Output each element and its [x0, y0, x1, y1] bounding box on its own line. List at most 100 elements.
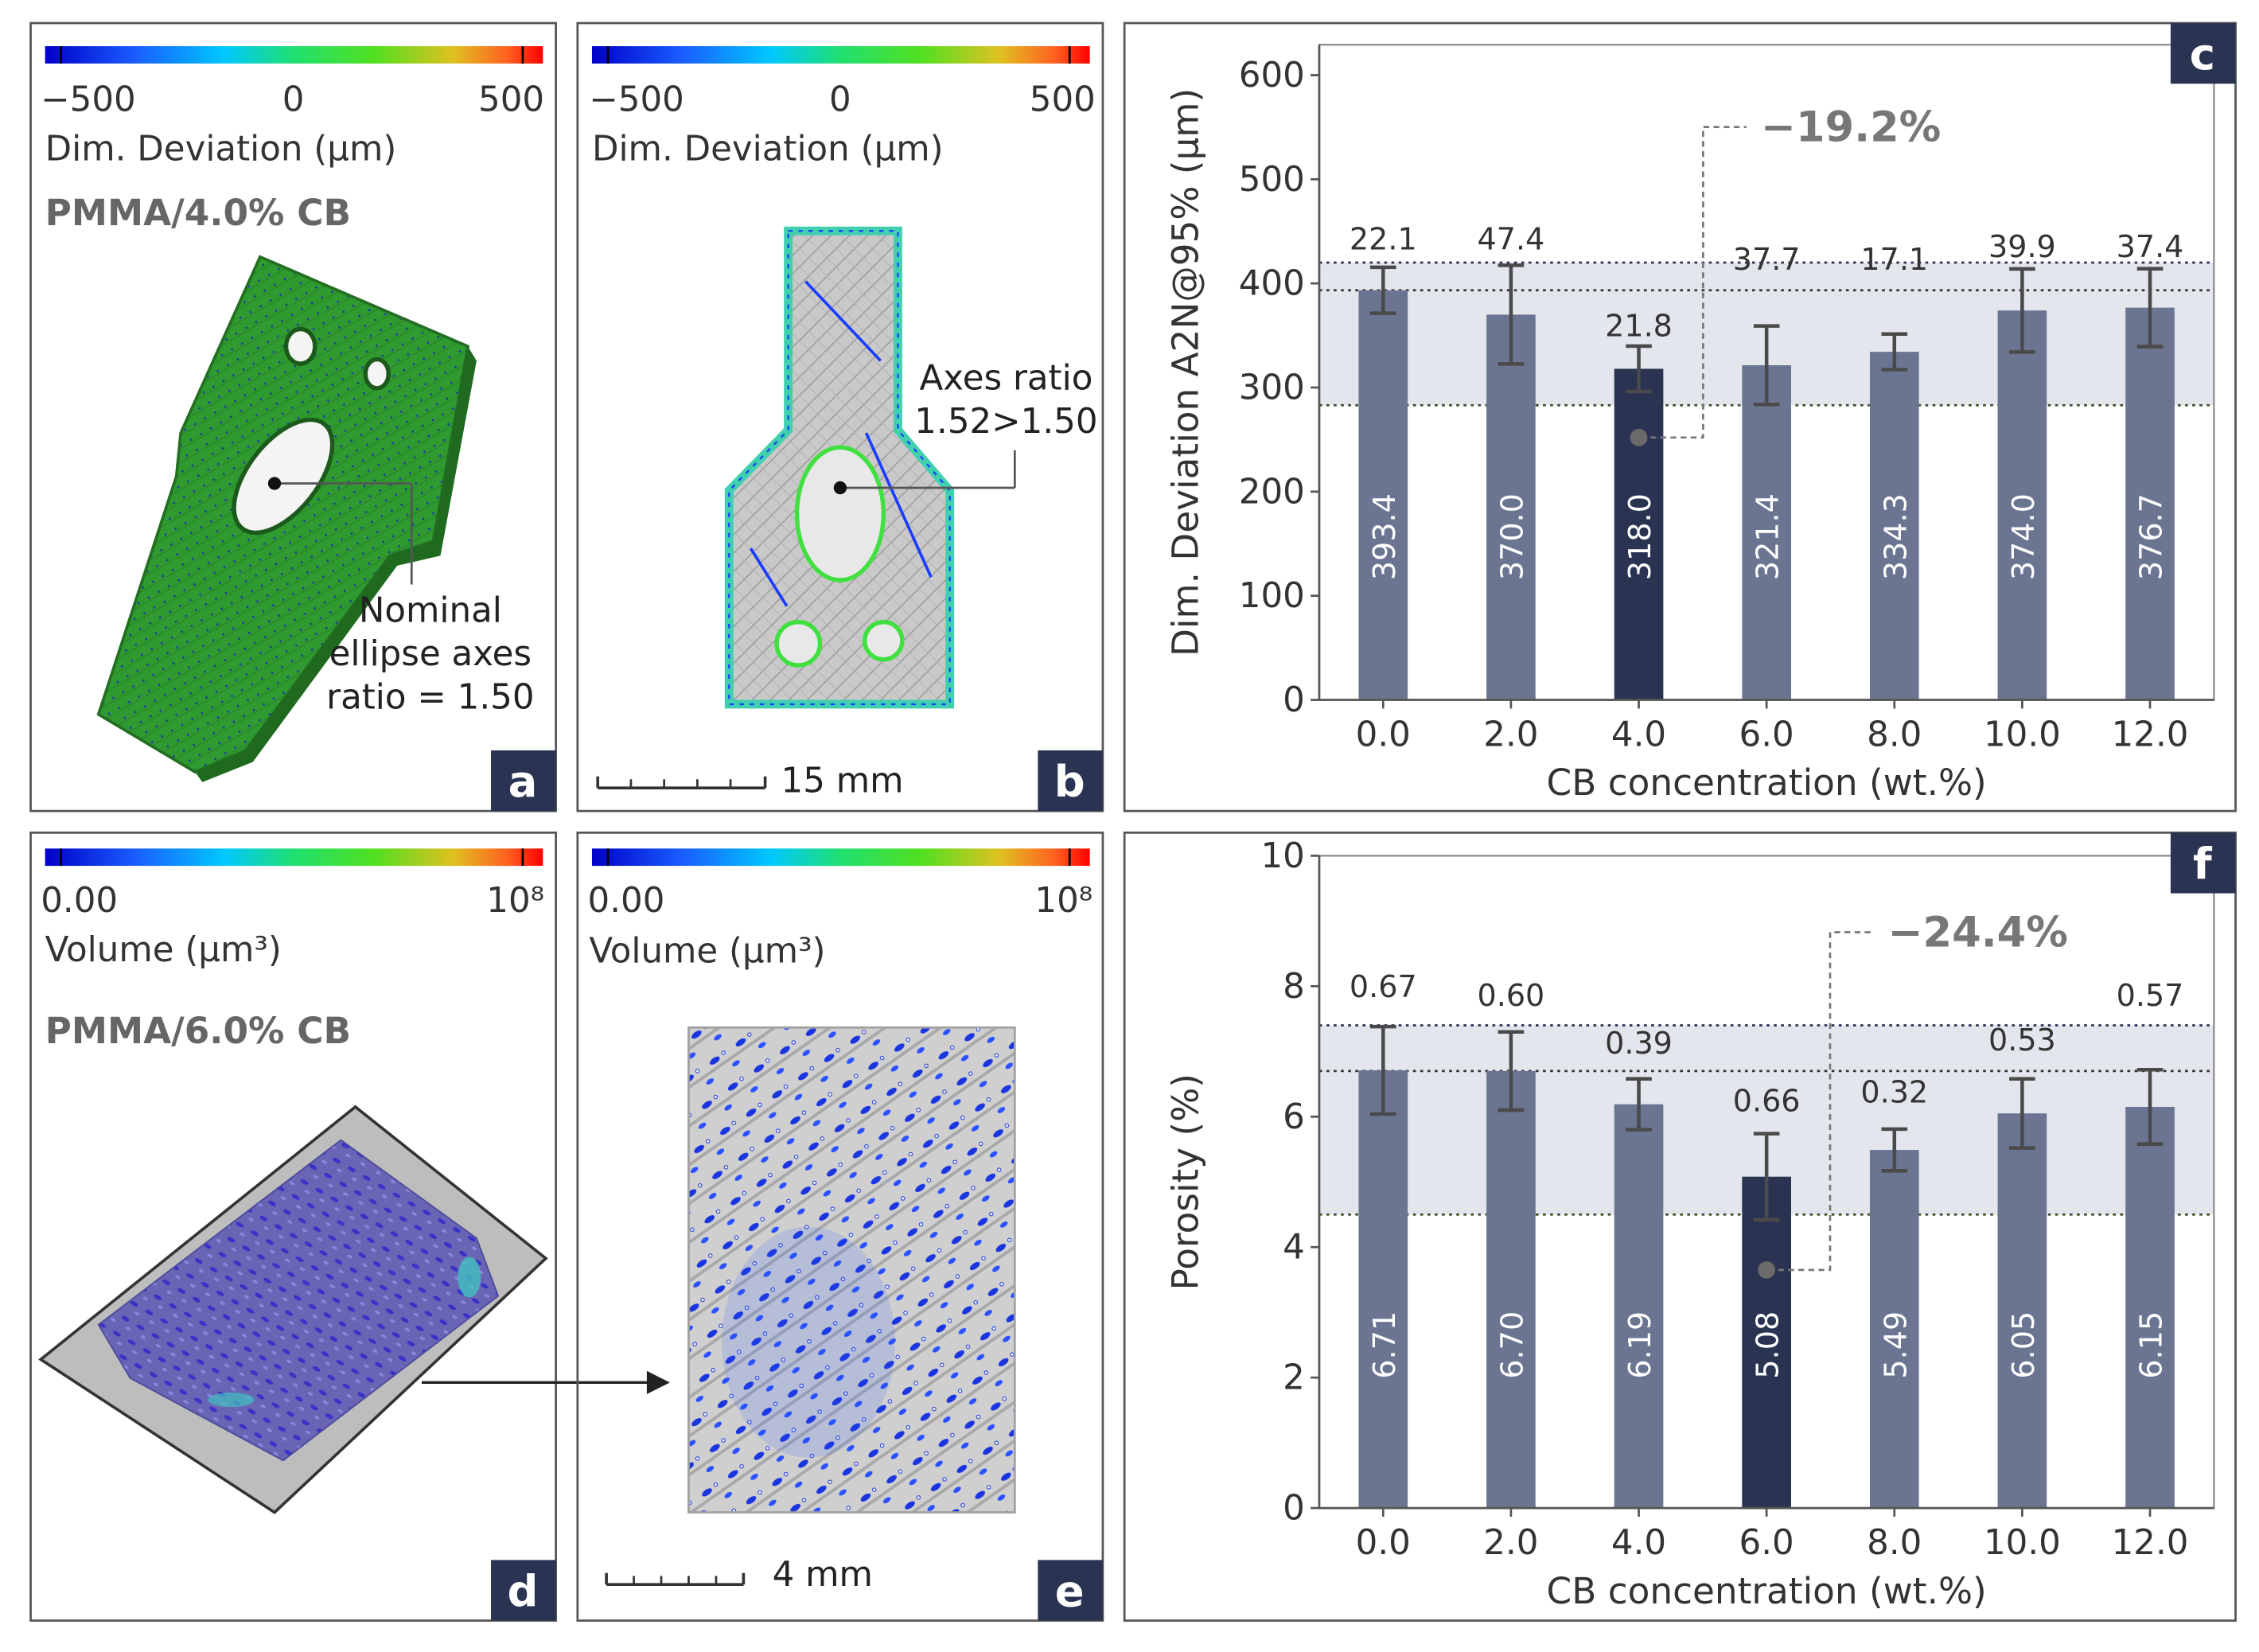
panel-c-bar	[1614, 368, 1664, 700]
panel-e: 0.00 10⁸ Volume (µm³) 4 mm e	[576, 832, 1104, 1622]
panel-f-bar	[1358, 1070, 1408, 1509]
panel-f-bar	[1742, 1176, 1791, 1509]
panel-f-label-box	[2170, 832, 2236, 894]
panel-f-y-tick-label: 6	[1283, 1097, 1305, 1137]
panel-f-x-tick-label: 2.0	[1483, 1523, 1538, 1563]
panel-a-label-box	[491, 750, 556, 812]
panel-c-x-tick-label: 2.0	[1483, 715, 1538, 755]
panel-f-y-tick-label: 10	[1260, 836, 1304, 876]
panel-c-y-axis-title: Dim. Deviation A2N@95% (µm)	[1165, 88, 1207, 657]
panel-e-scale-bar-label: 4 mm	[773, 1555, 873, 1595]
panel-f-x-tick-label: 10.0	[1984, 1523, 2061, 1563]
panel-a-callout-line1: Nominal	[359, 591, 502, 631]
panel-f-error-label: 0.57	[2117, 978, 2184, 1013]
panel-d-volume-image	[38, 1105, 548, 1514]
panel-e-colorbar-min: 0.00	[588, 881, 665, 921]
panel-c-x-tick-label: 8.0	[1867, 715, 1922, 755]
panel-b: −500 0 500 Dim. Deviation (µm) Axes rati…	[576, 21, 1104, 812]
panel-c-chart: 22.1 393.4 47.4 370.0 21.8 318.0 37.7 321.4 17.1…	[1123, 21, 2237, 812]
panel-f-error-label: 0.67	[1350, 969, 1417, 1004]
panel-e-scale-bar	[605, 1572, 746, 1587]
panel-f-x-tick-label: 6.0	[1739, 1523, 1794, 1563]
panel-f-bar	[1997, 1113, 2047, 1509]
panel-a-colorbar-title: Dim. Deviation (µm)	[45, 129, 397, 169]
panel-f-value-label: 5.49	[1878, 1311, 1913, 1379]
panel-c-reduction-marker	[1630, 428, 1648, 446]
panel-b-callout-line2: 1.52>1.50	[914, 402, 1097, 442]
panel-c-reduction-label: −19.2%	[1761, 103, 1941, 152]
panel-f-error-label: 0.39	[1605, 1026, 1673, 1061]
panel-c-error-label: 39.9	[1988, 229, 2056, 264]
panel-d-arrow-head	[646, 1370, 670, 1394]
panel-c-bar	[1997, 310, 2047, 700]
panel-d-label-box	[491, 1560, 556, 1621]
panel-b-callout-dot	[833, 481, 847, 495]
panel-a-label: a	[508, 757, 538, 807]
panel-f-error-label: 0.32	[1860, 1075, 1928, 1110]
panel-c-value-label: 318.0	[1622, 493, 1657, 580]
panel-f-reduction-bracket	[1778, 931, 1874, 1272]
panel-b-colorbar-mid: 0	[829, 80, 851, 120]
panel-d-label: d	[507, 1566, 538, 1616]
panel-c-y-tick-label: 600	[1239, 56, 1305, 95]
panel-c-bar	[2125, 307, 2175, 700]
panel-f-x-tick-label: 0.0	[1356, 1523, 1411, 1563]
panel-c-value-label: 334.3	[1878, 493, 1913, 580]
panel-c-frame	[1123, 21, 2237, 812]
panel-c-value-label: 393.4	[1367, 493, 1402, 580]
panel-c-bar	[1358, 290, 1408, 700]
panel-f-reduction-label: −24.4%	[1887, 909, 2067, 957]
panel-e-colorbar-max: 10⁸	[1034, 881, 1092, 921]
panel-c-x-tick-label: 0.0	[1356, 715, 1411, 755]
panel-f-y-tick-label: 4	[1283, 1228, 1305, 1268]
panel-f-bar	[2125, 1106, 2175, 1509]
panel-d-colorbar-title: Volume (µm³)	[45, 930, 282, 970]
panel-c-label-box	[2170, 23, 2236, 84]
panel-b-colorbar-title: Dim. Deviation (µm)	[592, 129, 944, 169]
panel-a-callout-line2: ellipse axes	[329, 634, 532, 674]
panel-d-colorbar-min: 0.00	[41, 881, 118, 921]
panel-f-bar	[1486, 1070, 1536, 1509]
panel-d-frame	[29, 832, 557, 1622]
panel-a-callout-line3: ratio = 1.50	[326, 677, 534, 717]
panel-a-colorbar-mid: 0	[282, 80, 305, 120]
panel-a-frame	[29, 21, 557, 812]
panel-c-reduction-bracket	[1650, 126, 1747, 439]
panel-c-x-tick-label: 10.0	[1984, 715, 2061, 755]
panel-f-x-tick-label: 12.0	[2112, 1523, 2189, 1563]
panel-e-label-box	[1038, 1560, 1103, 1621]
panel-f-y-axis-title: Porosity (%)	[1165, 1073, 1207, 1290]
panel-c-y-tick-label: 400	[1239, 264, 1305, 304]
panel-b-label: b	[1054, 757, 1085, 807]
panel-b-specimen-image	[724, 226, 955, 709]
panel-d: 0.00 10⁸ Volume (µm³) PMMA/6.0% CB d	[29, 832, 670, 1622]
panel-f-error-label: 0.60	[1478, 978, 1545, 1013]
panel-f-error-label: 0.66	[1733, 1083, 1801, 1118]
panel-f-reduction-marker	[1758, 1261, 1776, 1279]
panel-c-x-tick-label: 12.0	[2112, 715, 2189, 755]
panel-c-label: c	[2190, 29, 2215, 80]
panel-b-colorbar	[591, 46, 1090, 64]
panel-c-bar	[1742, 364, 1791, 700]
panel-a-colorbar-max: 500	[478, 80, 544, 120]
panel-a-colorbar	[45, 46, 543, 64]
panel-f-value-label: 6.70	[1494, 1311, 1529, 1379]
panel-c-y-tick-label: 300	[1239, 368, 1305, 407]
panel-c-y-tick-label: 200	[1239, 472, 1305, 512]
panel-c-y-tick-label: 100	[1239, 576, 1305, 616]
panel-f-chart: 0.67 6.71 0.60 6.70 0.39 6.19 0.66 5.08 0.32 5.49…	[1123, 832, 2237, 1622]
panel-b-callout-line1: Axes ratio	[920, 359, 1093, 399]
panel-e-frame	[576, 832, 1104, 1622]
panel-f-bar	[1614, 1104, 1664, 1509]
panel-c-bar	[1486, 314, 1536, 700]
panel-b-scale-bar	[596, 776, 767, 789]
panel-f-value-label: 6.19	[1622, 1311, 1657, 1379]
panel-f-value-label: 6.71	[1367, 1311, 1402, 1379]
panel-b-label-box	[1038, 750, 1103, 812]
panel-e-colorbar	[591, 848, 1090, 867]
panel-b-frame	[576, 21, 1104, 812]
panel-f-value-label: 6.15	[2134, 1311, 2169, 1379]
panel-c-error-label: 22.1	[1350, 222, 1417, 257]
panel-c-value-label: 374.0	[2006, 493, 2041, 580]
